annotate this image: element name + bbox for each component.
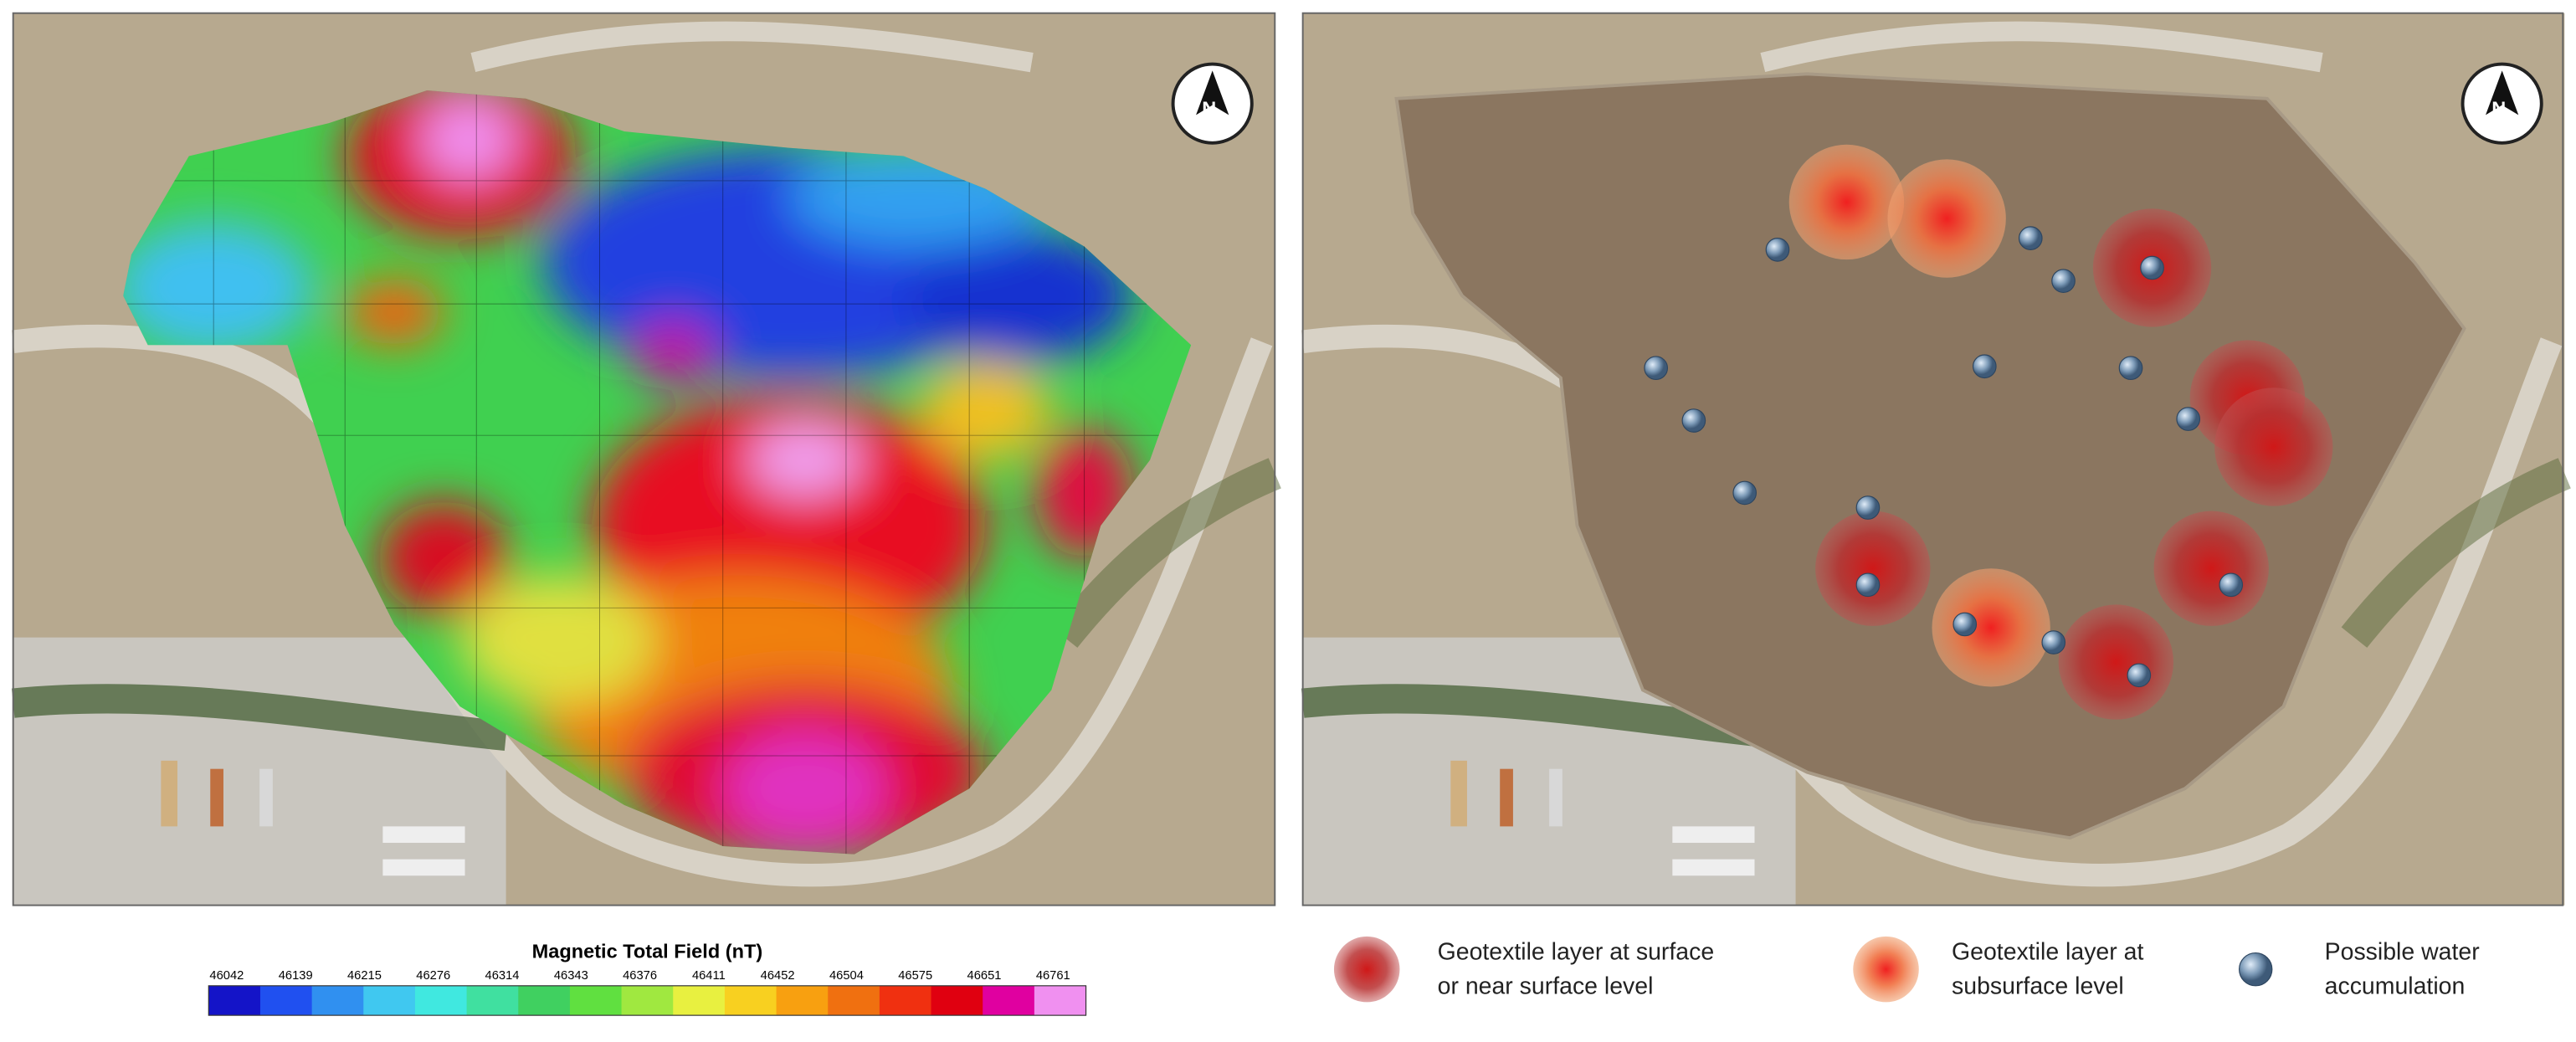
legend-label: Possible water xyxy=(2325,938,2480,965)
legend-swatch xyxy=(2238,952,2273,987)
colorbar-segment xyxy=(466,985,519,1016)
legend-label: or near surface level xyxy=(1438,973,1654,1000)
legend-label: Geotextile layer at xyxy=(1952,938,2143,965)
colorbar-frame xyxy=(208,985,1087,1016)
colorbar-segment xyxy=(259,985,313,1016)
colorbar-tick-label: 46651 xyxy=(967,969,1002,983)
colorbar-segment xyxy=(931,985,983,1016)
colorbar-tick-label: 46452 xyxy=(761,969,795,983)
left-panel: N Magnetic Total Field (nT) 46042 46139 46… xyxy=(13,13,1275,1016)
right-panel: N Geotextile layer at surface or near sur… xyxy=(1303,13,2565,1003)
legend-label: subsurface level xyxy=(1952,973,2124,1000)
colorbar-segment xyxy=(518,985,571,1016)
legend: Geotextile layer at surface or near surfa… xyxy=(1438,938,2480,999)
colorbar-tick-label: 46343 xyxy=(554,969,588,983)
colorbar-tick-label: 46139 xyxy=(279,969,313,983)
colorbar-tick-label: 46314 xyxy=(485,969,520,983)
colorbar-tick-label: 46575 xyxy=(898,969,932,983)
colorbar-title: Magnetic Total Field (nT) xyxy=(532,940,763,962)
colorbar-segment xyxy=(208,985,261,1016)
colorbar-segment xyxy=(414,985,468,1016)
colorbar-segment xyxy=(828,985,880,1016)
colorbar-tick-label: 46376 xyxy=(623,969,657,983)
north-label: N xyxy=(2491,97,2506,119)
colorbar-segment xyxy=(879,985,932,1016)
legend-swatch xyxy=(1853,936,1919,1003)
water-points xyxy=(1644,226,2244,688)
colorbar-tick-label: 46761 xyxy=(1036,969,1070,983)
colorbar-segment xyxy=(311,985,364,1016)
colorbar-segment xyxy=(363,985,416,1016)
legend-label: accumulation xyxy=(2325,973,2466,1000)
legend-swatch xyxy=(1333,936,1400,1003)
colorbar-tick-label: 46215 xyxy=(347,969,382,983)
colorbar-tick-label: 46276 xyxy=(416,969,450,983)
north-label: N xyxy=(1202,97,1216,119)
colorbar-segment xyxy=(724,985,777,1016)
colorbar-segment xyxy=(983,985,1035,1016)
colorbar-segment xyxy=(776,985,829,1016)
colorbar-segment xyxy=(621,985,674,1016)
colorbar-tick-label: 46042 xyxy=(209,969,244,983)
colorbar-tick-label: 46411 xyxy=(692,969,726,983)
legend-label: Geotextile layer at surface xyxy=(1438,938,1715,965)
colorbar-segment xyxy=(1034,985,1087,1016)
subsurface-zones xyxy=(1788,144,2050,687)
colorbar-tick-label: 46504 xyxy=(829,969,864,983)
colorbar: 46042 46139 46215 46276 46314 46343 46376 46411… xyxy=(208,969,1087,1016)
colorbar-segment xyxy=(569,985,623,1016)
colorbar-segment xyxy=(673,985,726,1016)
